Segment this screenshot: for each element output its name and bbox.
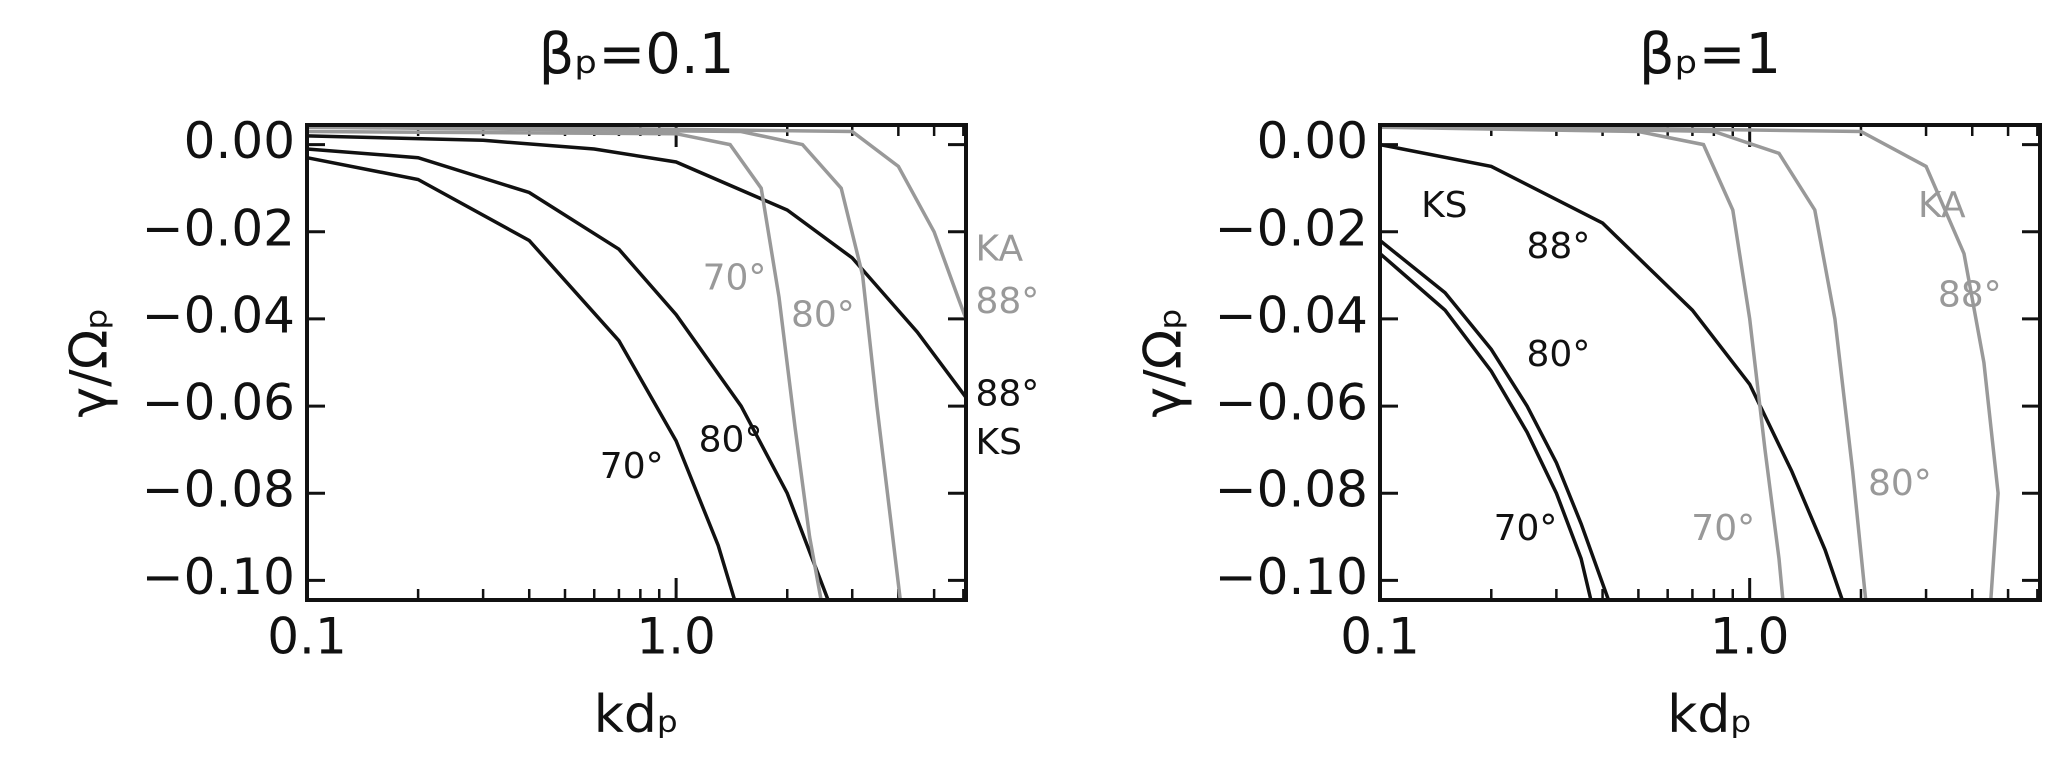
plot-frame xyxy=(1378,123,2042,602)
x-tick-label: 0.1 xyxy=(1340,608,1420,666)
annotation: KS xyxy=(975,422,1021,463)
y-axis-label: γ/Ωₚ xyxy=(1134,307,1194,417)
curve xyxy=(1378,239,1611,601)
y-tick-label: 0.00 xyxy=(184,112,295,170)
annotation: 80° xyxy=(791,294,855,335)
y-tick-label: −0.06 xyxy=(142,374,295,432)
y-axis-label: γ/Ωₚ xyxy=(59,307,119,417)
annotation: 80° xyxy=(1868,463,1932,504)
curve xyxy=(306,125,903,601)
curve xyxy=(306,123,968,320)
y-tick-label: 0.00 xyxy=(1257,112,1368,170)
y-tick-label: −0.04 xyxy=(142,286,295,344)
annotation: 88° xyxy=(975,281,1039,322)
x-tick-label: 1.0 xyxy=(636,608,716,666)
panel-title: βₚ=1 xyxy=(1639,22,1781,87)
curve xyxy=(306,147,830,601)
y-tick-label: −0.02 xyxy=(142,199,295,257)
curve xyxy=(1379,123,2000,601)
annotation: 88° xyxy=(1527,226,1591,267)
y-tick-label: −0.02 xyxy=(1215,199,1368,257)
annotation: KA xyxy=(1918,185,1966,226)
y-tick-label: −0.04 xyxy=(1215,286,1368,344)
x-tick-label: 1.0 xyxy=(1710,608,1790,666)
annotation: KS xyxy=(1421,185,1467,226)
y-tick-label: −0.10 xyxy=(142,548,295,606)
annotation: 88° xyxy=(1938,275,2002,316)
annotation: 88° xyxy=(975,373,1039,414)
y-tick-label: −0.08 xyxy=(1215,461,1368,519)
plot-frame xyxy=(305,123,968,602)
x-axis-label: kdₚ xyxy=(1667,685,1752,745)
x-tick-label: 0.1 xyxy=(267,608,347,666)
y-tick-label: −0.08 xyxy=(142,461,295,519)
curve xyxy=(1379,123,1868,601)
curve xyxy=(306,134,968,399)
annotation: KA xyxy=(975,228,1023,269)
curve xyxy=(306,129,823,601)
panel-title: βₚ=0.1 xyxy=(539,22,735,87)
curve xyxy=(306,155,737,601)
annotation: 70° xyxy=(600,446,664,487)
annotation: 70° xyxy=(703,257,767,298)
annotation: 80° xyxy=(699,420,763,461)
annotation: 70° xyxy=(1494,508,1558,549)
y-tick-label: −0.06 xyxy=(1215,374,1368,432)
curve xyxy=(1378,252,1593,601)
annotation: 80° xyxy=(1527,334,1591,375)
curve xyxy=(1379,125,1785,601)
y-tick-label: −0.10 xyxy=(1215,548,1368,606)
curve xyxy=(1379,142,1844,601)
x-axis-label: kdₚ xyxy=(594,685,679,745)
annotation: 70° xyxy=(1691,508,1755,549)
